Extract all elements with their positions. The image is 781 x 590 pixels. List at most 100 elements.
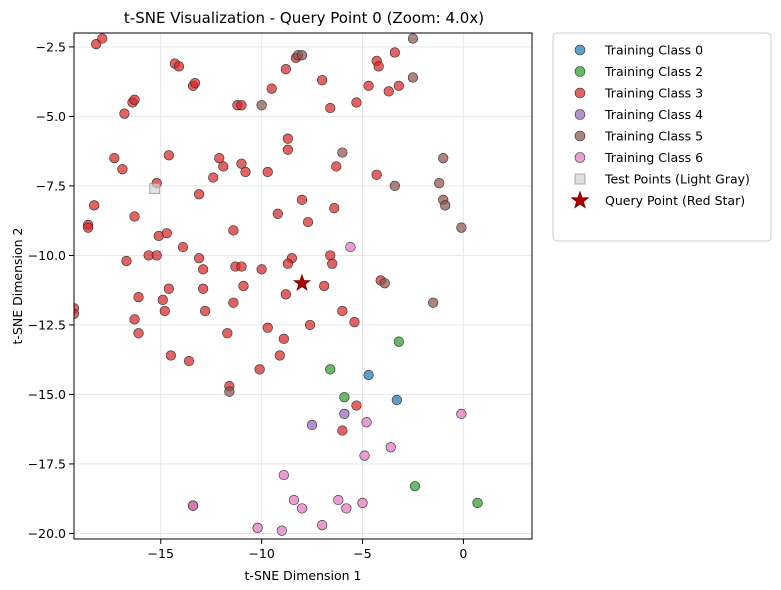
point-training-class-6 [359, 450, 370, 461]
legend-marker-test-points-light-gray [574, 173, 586, 185]
point-training-class-3 [280, 64, 291, 75]
point-training-class-5 [407, 33, 419, 44]
point-training-class-3 [238, 280, 249, 292]
point-training-class-3 [282, 258, 293, 269]
legend-label-training-class-4: Training Class 4 [604, 107, 703, 122]
legend-marker-training-class-5 [574, 130, 586, 142]
point-training-class-5 [379, 278, 390, 289]
y-tick-label: −17.5 [28, 456, 66, 471]
point-training-class-3 [89, 200, 100, 211]
point-training-class-3 [373, 61, 384, 72]
point-training-class-5 [456, 222, 467, 233]
point-training-class-3 [351, 400, 362, 411]
point-training-class-0 [363, 369, 374, 381]
point-training-class-3 [278, 333, 289, 344]
y-axis-label: t-SNE Dimension 2 [10, 228, 25, 345]
point-training-class-6 [317, 519, 328, 531]
data-points [74, 33, 483, 536]
point-training-class-3 [129, 94, 140, 105]
point-training-class-5 [407, 72, 419, 83]
point-training-class-6 [385, 442, 396, 453]
point-training-class-3 [119, 108, 130, 119]
y-tick-label: −10.0 [28, 248, 66, 263]
point-training-class-3 [193, 253, 205, 264]
point-training-class-3 [133, 292, 144, 303]
point-training-class-3 [266, 83, 277, 94]
point-training-class-3 [133, 328, 144, 339]
point-training-class-3 [214, 153, 225, 164]
x-axis-label: t-SNE Dimension 1 [245, 568, 362, 583]
point-training-class-4 [339, 408, 350, 419]
legend-marker-training-class-0 [574, 44, 586, 56]
y-tick-label: −20.0 [28, 526, 66, 541]
grid [74, 33, 532, 539]
point-training-class-3 [117, 164, 128, 175]
point-training-class-3 [240, 166, 251, 178]
y-axis-ticks: −2.5 −5.0 −7.5 −10.0 −12.5 −15.0 −17.5 −20.0 [28, 39, 74, 541]
point-training-class-6 [187, 500, 199, 511]
legend-label-training-class-3: Training Class 3 [604, 86, 703, 101]
point-training-class-3 [129, 211, 140, 222]
point-training-class-5 [428, 297, 439, 308]
point-training-class-3 [200, 305, 211, 317]
point-training-class-3 [274, 350, 285, 361]
point-training-class-3 [189, 77, 201, 89]
point-training-class-5 [256, 100, 267, 111]
point-training-class-3 [163, 150, 174, 161]
point-training-class-3 [262, 166, 273, 178]
point-training-class-3 [218, 161, 229, 172]
point-training-class-2 [409, 481, 421, 492]
point-training-class-6 [357, 497, 368, 508]
point-training-class-4 [306, 419, 318, 431]
point-training-class-3 [325, 102, 336, 114]
legend-frame [552, 32, 772, 242]
point-training-class-3 [296, 194, 308, 205]
x-tick-label: −10 [248, 546, 274, 561]
x-tick-label: −5 [353, 546, 371, 561]
point-training-class-3 [254, 364, 265, 375]
point-training-class-3 [198, 283, 209, 294]
point-training-class-5 [438, 153, 449, 164]
legend-marker-query-point-red-star [570, 190, 590, 209]
point-training-class-3 [337, 305, 348, 317]
point-training-class-3 [236, 261, 247, 272]
point-training-class-3 [351, 97, 362, 108]
point-training-class-3 [183, 355, 195, 367]
point-training-class-3 [262, 322, 273, 333]
x-tick-label: 0 [459, 546, 467, 561]
point-training-class-6 [288, 494, 300, 506]
point-training-class-3 [325, 250, 336, 261]
point-training-class-3 [280, 289, 291, 300]
point-training-class-3 [159, 305, 170, 317]
point-training-class-3 [236, 158, 247, 169]
legend-marker-training-class-4 [574, 109, 586, 120]
legend-label-training-class-0: Training Class 0 [604, 43, 703, 58]
point-training-class-3 [329, 203, 340, 214]
point-training-class-3 [282, 133, 293, 144]
point-training-class-3 [393, 80, 404, 91]
point-training-class-3 [121, 255, 132, 267]
legend-label-test-points-light-gray: Test Points (Light Gray) [604, 172, 750, 187]
legend-label-training-class-2: Training Class 2 [604, 64, 703, 79]
point-test-points-light-gray [149, 183, 161, 195]
point-training-class-5 [434, 178, 445, 189]
point-training-class-6 [278, 469, 289, 481]
point-training-class-6 [341, 503, 352, 514]
point-training-class-3 [228, 225, 239, 236]
legend-label-training-class-5: Training Class 5 [604, 129, 703, 144]
point-training-class-3 [74, 308, 80, 319]
chart-title: t-SNE Visualization - Query Point 0 (Zoo… [124, 9, 484, 27]
point-training-class-2 [339, 392, 350, 403]
point-training-class-6 [456, 408, 467, 419]
point-training-class-3 [177, 241, 189, 253]
point-training-class-3 [389, 47, 400, 58]
point-training-class-2 [325, 364, 336, 375]
point-training-class-3 [327, 258, 338, 269]
point-training-class-3 [163, 283, 174, 294]
y-tick-label: −7.5 [36, 178, 66, 193]
legend-label-query-point-red-star: Query Point (Red Star) [605, 193, 745, 208]
point-training-class-6 [276, 525, 287, 536]
point-training-class-5 [389, 180, 400, 192]
point-training-class-3 [165, 350, 176, 361]
